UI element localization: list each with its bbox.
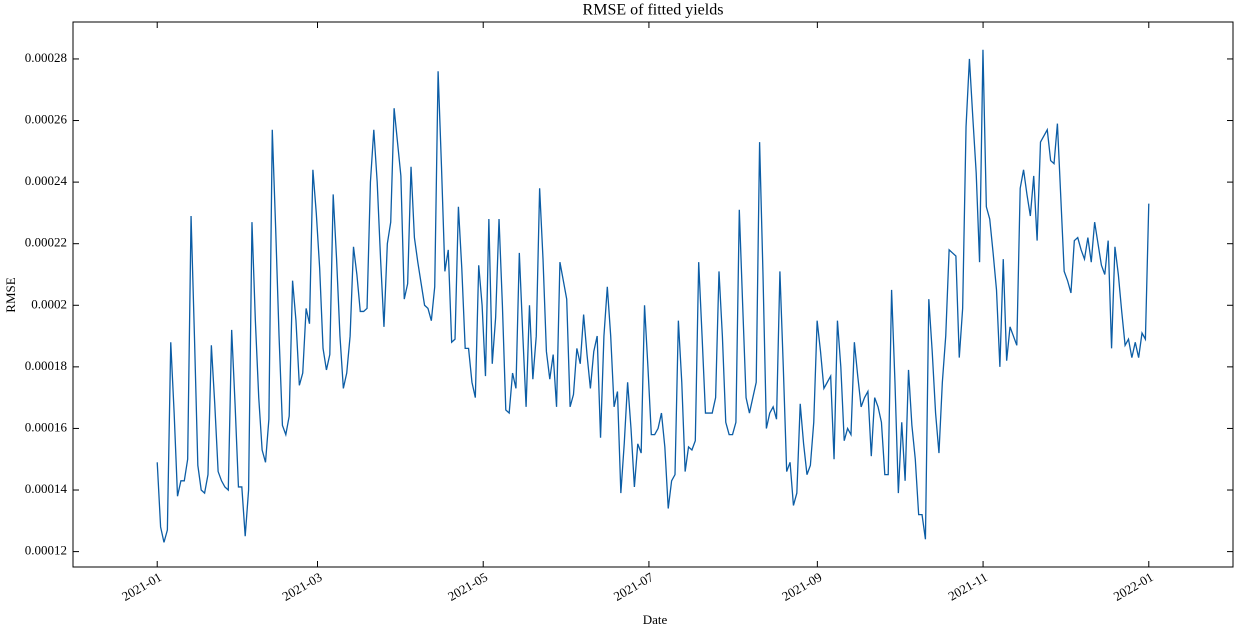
x-tick-label: 2021-11 — [945, 569, 990, 603]
x-tick-label: 2021-07 — [611, 569, 656, 604]
plot-frame — [72, 21, 1234, 568]
y-tick-label: 0.00014 — [25, 481, 68, 496]
x-tick-label: 2022-01 — [1111, 569, 1156, 604]
x-tick-label: 2021-05 — [445, 569, 490, 604]
x-tick-label: 2021-09 — [779, 569, 824, 604]
y-tick-label: 0.00018 — [25, 358, 67, 373]
chart-title: RMSE of fitted yields — [583, 2, 724, 19]
y-tick-label: 0.00012 — [25, 543, 67, 558]
y-tick-label: 0.00028 — [25, 50, 67, 65]
y-tick-label: 0.00016 — [25, 419, 68, 434]
x-tick-label: 2021-01 — [119, 569, 164, 604]
y-tick-label: 0.00022 — [25, 235, 67, 250]
y-axis-label: RMSE — [3, 277, 18, 312]
x-tick-label: 2021-03 — [279, 569, 324, 604]
y-tick-label: 0.00026 — [25, 112, 68, 127]
y-tick-label: 0.0002 — [31, 296, 67, 311]
data-line — [156, 49, 1150, 543]
y-tick-label: 0.00024 — [25, 173, 68, 188]
x-axis-label: Date — [643, 612, 668, 627]
